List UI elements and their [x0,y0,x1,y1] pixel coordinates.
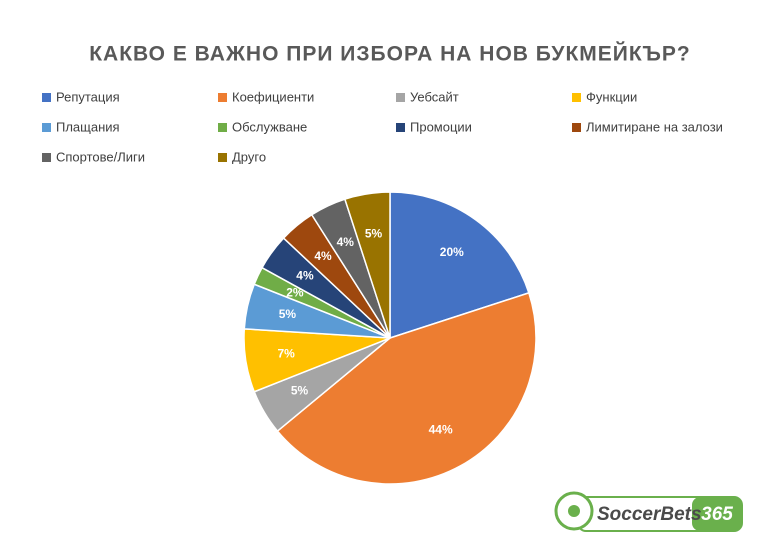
logo-badge [692,497,742,531]
logo-number: 365 [701,504,733,525]
legend-label: Лимитиране на залози [586,119,723,134]
data-label: 20% [440,245,464,259]
legend-label: Промоции [410,119,472,134]
legend-label: Репутация [56,89,120,104]
data-label: 44% [429,422,453,436]
legend-swatch [572,123,581,132]
legend-label: Друго [232,149,266,164]
legend-label: Уебсайт [410,89,459,104]
data-label: 4% [337,235,355,249]
pie-slice [389,191,530,339]
data-label: 7% [278,347,296,361]
logo-name: SoccerBets [597,504,702,525]
legend-swatch [42,153,51,162]
legend-label: Обслужване [232,119,307,134]
legend-swatch [396,123,405,132]
logo-ball-patch [568,505,580,517]
data-label: 5% [279,307,297,321]
pie-slice [276,292,537,485]
legend-label: Плащания [56,119,120,134]
legend-swatch [42,123,51,132]
legend-swatch [396,93,405,102]
legend-swatch [218,93,227,102]
legend-swatch [572,93,581,102]
legend-swatch [218,153,227,162]
logo: SoccerBets 365 [554,491,743,532]
data-label: 4% [296,268,314,282]
pie-slice [344,191,391,339]
chart-title: КАКВО Е ВАЖНО ПРИ ИЗБОРА НА НОВ БУКМЕЙКЪ… [89,42,691,66]
legend-label: Коефициенти [232,89,314,104]
legend-label: Спортове/Лиги [56,149,145,164]
data-label: 5% [365,226,383,240]
data-label: 4% [314,249,332,263]
data-label: 5% [291,384,309,398]
legend-label: Функции [586,89,637,104]
legend-swatch [42,93,51,102]
legend-swatch [218,123,227,132]
